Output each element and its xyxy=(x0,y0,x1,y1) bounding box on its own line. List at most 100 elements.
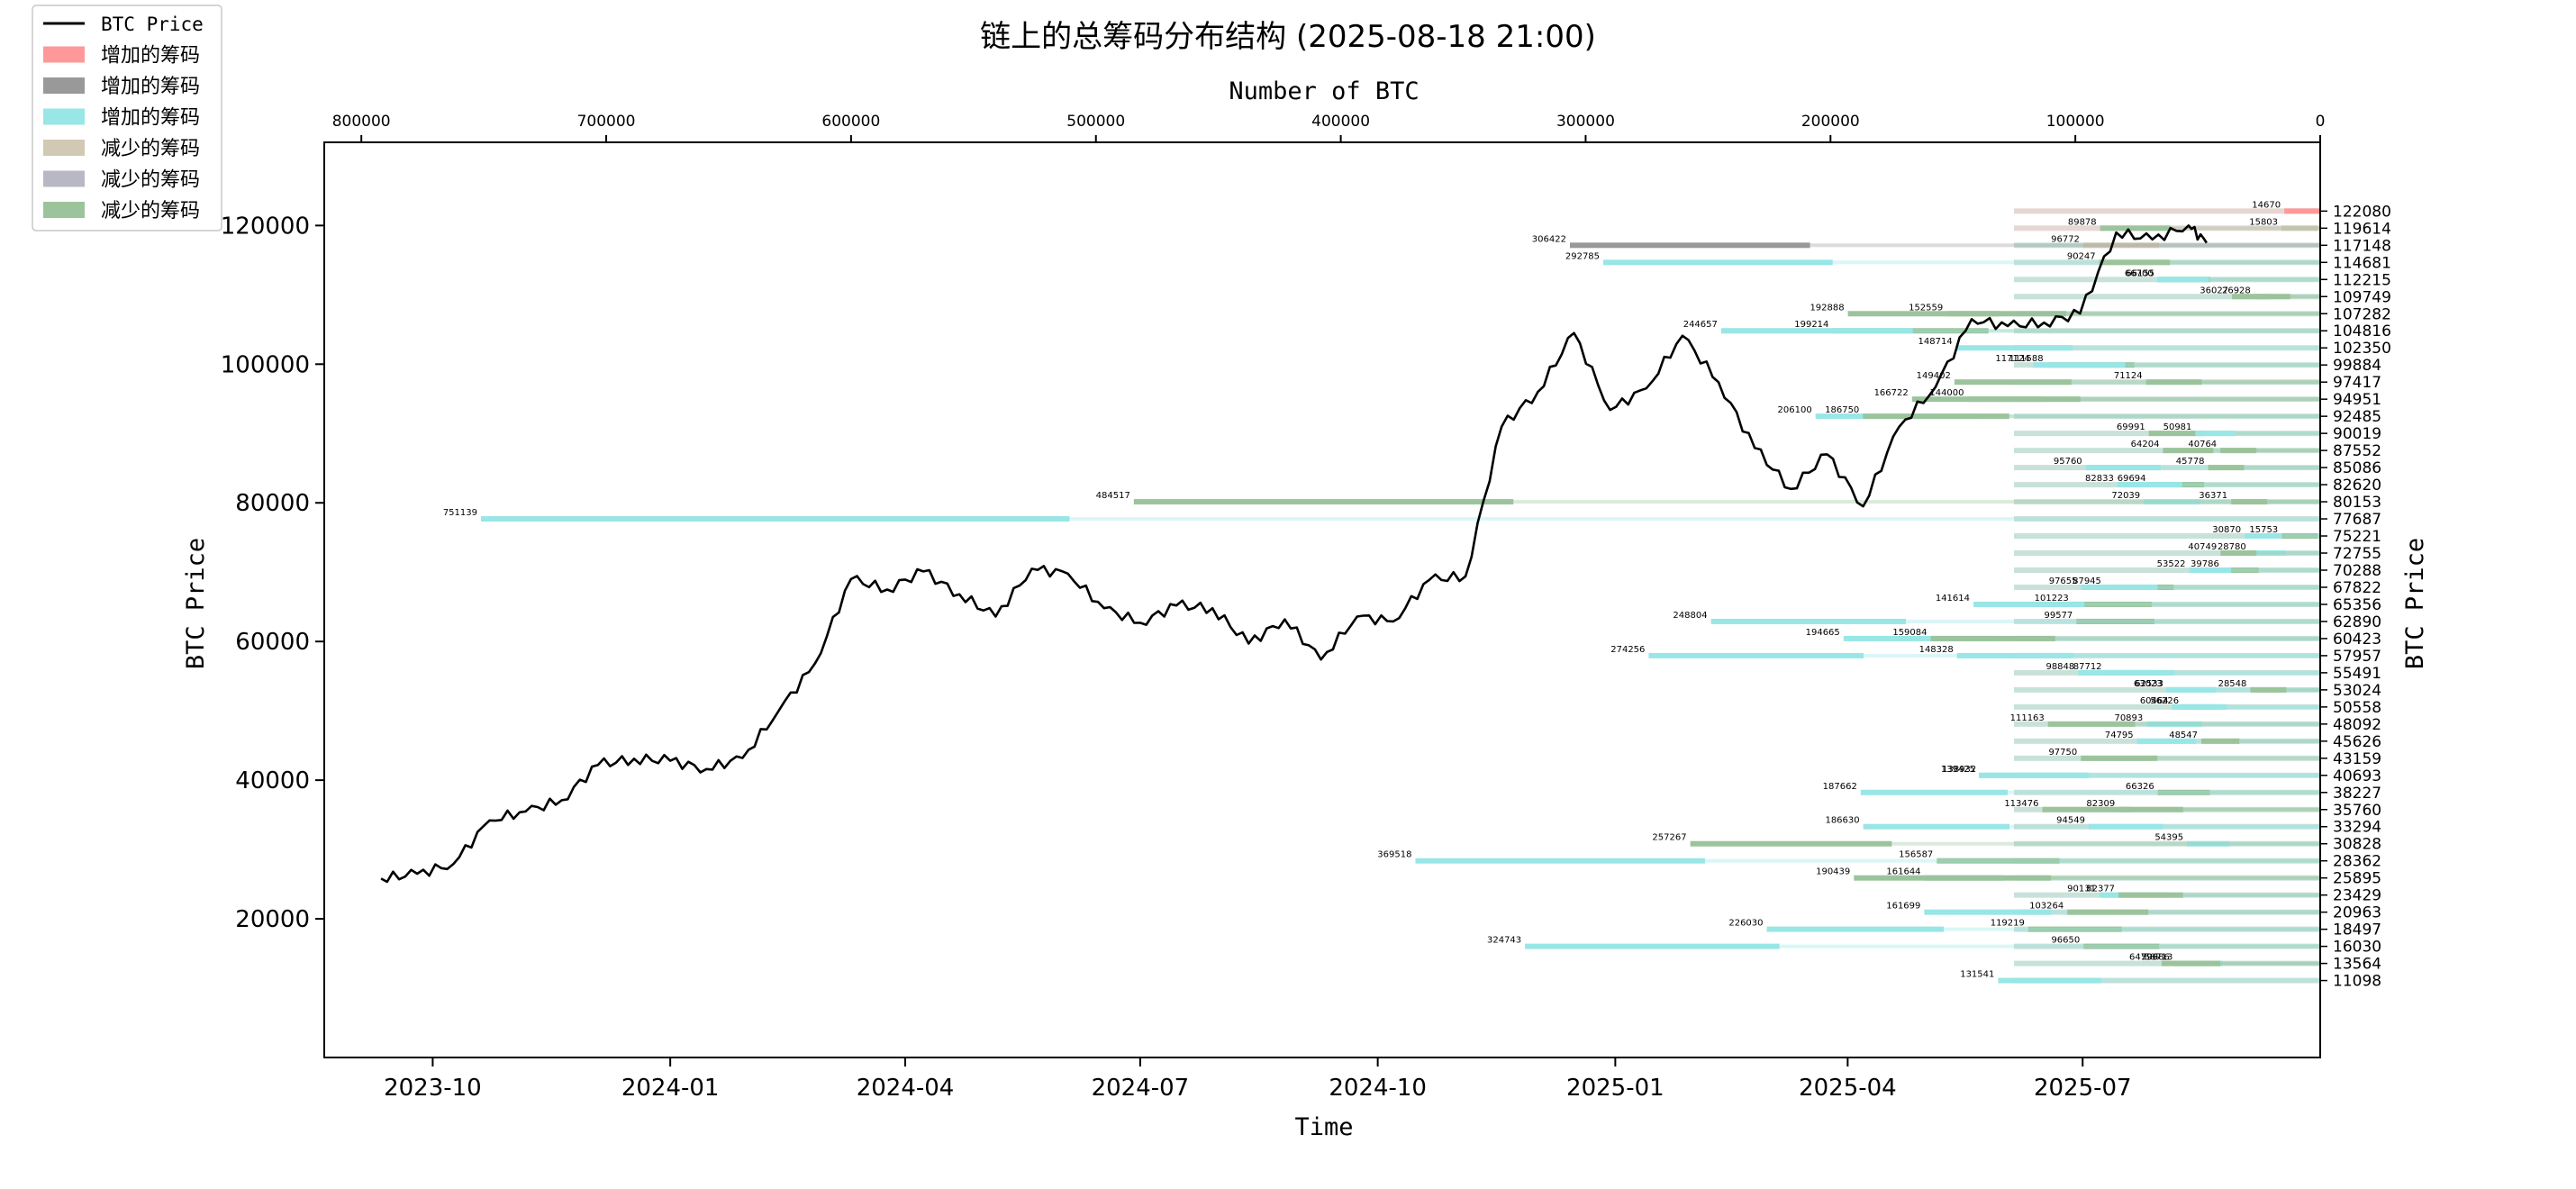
chip-change-bar-tail xyxy=(2151,602,2320,606)
level-base-bar xyxy=(2014,618,2320,624)
chip-change-label: 159084 xyxy=(1892,628,1927,638)
chip-change-bar-tail xyxy=(2009,824,2320,829)
chip-change-bar xyxy=(1863,823,2009,830)
chip-change-bar-tail xyxy=(2008,790,2320,794)
chip-change-bar-tail xyxy=(2157,585,2320,589)
chip-change-label: 87712 xyxy=(2073,662,2102,672)
chip-change-label: 96772 xyxy=(2051,234,2080,244)
chip-change-bar-tail xyxy=(2212,961,2320,966)
chip-change-label: 152559 xyxy=(1909,303,1943,313)
chip-change-bar xyxy=(2232,294,2269,300)
chip-change-bar-tail xyxy=(2281,534,2320,539)
x-tick-label: 2025-01 xyxy=(1566,1075,1664,1102)
y-tick-label: 120000 xyxy=(221,213,310,240)
chip-change-label: 138932 xyxy=(1942,765,1976,775)
chip-change-bar xyxy=(1720,328,1913,334)
chip-change-bar-tail xyxy=(2002,876,2320,880)
chip-change-label: 36027 xyxy=(2200,286,2228,295)
chip-change-bar-tail xyxy=(2209,277,2320,282)
chip-change-bar-tail xyxy=(1906,619,2320,623)
chip-change-bar xyxy=(2163,448,2214,454)
chip-change-label: 194665 xyxy=(1806,628,1840,638)
chip-change-bar xyxy=(2146,721,2202,727)
legend-patch-swatch xyxy=(43,77,85,94)
chip-change-bar-tail xyxy=(1988,329,2320,333)
top-x-tick-label: 300000 xyxy=(1556,113,1615,131)
chip-change-label: 59986 xyxy=(2141,953,2170,963)
chip-change-label: 161699 xyxy=(1886,902,1920,912)
chip-change-label: 54395 xyxy=(2154,833,2183,843)
chip-change-bar-tail xyxy=(2125,363,2320,368)
chip-change-bar-tail xyxy=(2051,876,2320,880)
chip-change-bar-tail xyxy=(1864,653,2320,658)
chip-change-label: 156587 xyxy=(1899,850,1933,860)
legend-patch-swatch xyxy=(43,46,85,63)
chip-change-bar-tail xyxy=(2173,585,2320,589)
chip-change-label: 99577 xyxy=(2044,611,2073,621)
right-y-tick-label: 45626 xyxy=(2333,733,2381,751)
x-tick-label: 2024-10 xyxy=(1329,1075,1427,1102)
level-base-bar xyxy=(2014,943,2320,949)
chip-change-bar xyxy=(2081,755,2158,761)
chip-change-bar-tail xyxy=(2163,824,2320,829)
level-base-bar xyxy=(2014,652,2320,658)
chip-change-label: 56226 xyxy=(2150,696,2179,706)
chip-change-bar-tail xyxy=(2170,226,2320,231)
chip-change-label: 369518 xyxy=(1377,850,1411,860)
level-base-bar xyxy=(2014,875,2320,881)
level-base-bar xyxy=(2014,396,2320,403)
level-base-bar xyxy=(2014,823,2320,830)
chip-change-bar-tail xyxy=(2209,790,2320,794)
chip-change-label: 28548 xyxy=(2218,679,2247,689)
y-tick-label: 40000 xyxy=(235,767,310,794)
chip-change-label: 60464 xyxy=(2140,696,2169,706)
right-y-tick-label: 99884 xyxy=(2333,357,2381,375)
chip-change-bar-tail xyxy=(2121,927,2320,931)
price-line-layer xyxy=(380,224,2208,884)
right-y-tick-label: 122080 xyxy=(2333,203,2391,221)
chip-change-bar-tail xyxy=(2229,841,2320,846)
level-base-bar xyxy=(2014,550,2320,557)
chip-change-label: 66155 xyxy=(2126,268,2154,278)
chip-change-label: 15753 xyxy=(2249,525,2278,535)
legend-label: 减少的筹码 xyxy=(101,138,200,160)
level-base-bar xyxy=(2014,567,2320,573)
right-y-tick-label: 94951 xyxy=(2333,391,2381,409)
chip-change-label: 63023 xyxy=(2134,679,2163,689)
chip-change-label: 248804 xyxy=(1673,611,1707,621)
legend-patch-swatch xyxy=(43,108,85,125)
chip-change-bar xyxy=(1525,943,1780,949)
level-base-bar xyxy=(2014,926,2320,932)
level-base-bar xyxy=(2014,345,2320,351)
chip-change-label: 39786 xyxy=(2191,559,2219,569)
chip-change-bar xyxy=(2254,294,2290,300)
chip-change-bar xyxy=(2245,533,2281,540)
chip-change-bar-tail xyxy=(2195,739,2320,743)
chip-change-bar-tail xyxy=(1810,243,2320,248)
chip-change-label: 149402 xyxy=(1917,371,1951,381)
chip-change-bar xyxy=(2067,909,2149,915)
chip-change-bar xyxy=(2118,806,2183,812)
chip-change-bar xyxy=(2033,362,2126,368)
right-y-tick-label: 109749 xyxy=(2333,288,2391,306)
chip-change-bar-tail xyxy=(2268,295,2320,299)
chip-change-label: 28780 xyxy=(2218,542,2246,552)
top-x-tick-label: 700000 xyxy=(577,113,636,131)
chip-change-bar-tail xyxy=(2222,961,2320,966)
chip-change-label: 484517 xyxy=(1096,491,1130,501)
chip-change-label: 64796 xyxy=(2129,953,2158,963)
chip-change-bar xyxy=(1843,635,1997,641)
chip-change-bar-tail xyxy=(2134,363,2320,368)
chip-change-bar xyxy=(2027,926,2122,932)
y-tick-label: 100000 xyxy=(221,351,310,378)
chart-title: 链上的总筹码分布结构 (2025-08-18 21:00) xyxy=(980,19,1596,55)
chip-change-bar-tail xyxy=(2317,534,2320,539)
chip-change-bar xyxy=(2195,431,2236,437)
x-tick-label: 2025-07 xyxy=(2034,1075,2132,1102)
chip-change-bar xyxy=(1954,379,2072,386)
chip-change-bar xyxy=(2208,465,2245,471)
chip-change-label: 40749 xyxy=(2188,542,2217,552)
chip-change-bar-tail xyxy=(2201,722,2320,726)
plot-frame xyxy=(323,141,2321,1058)
